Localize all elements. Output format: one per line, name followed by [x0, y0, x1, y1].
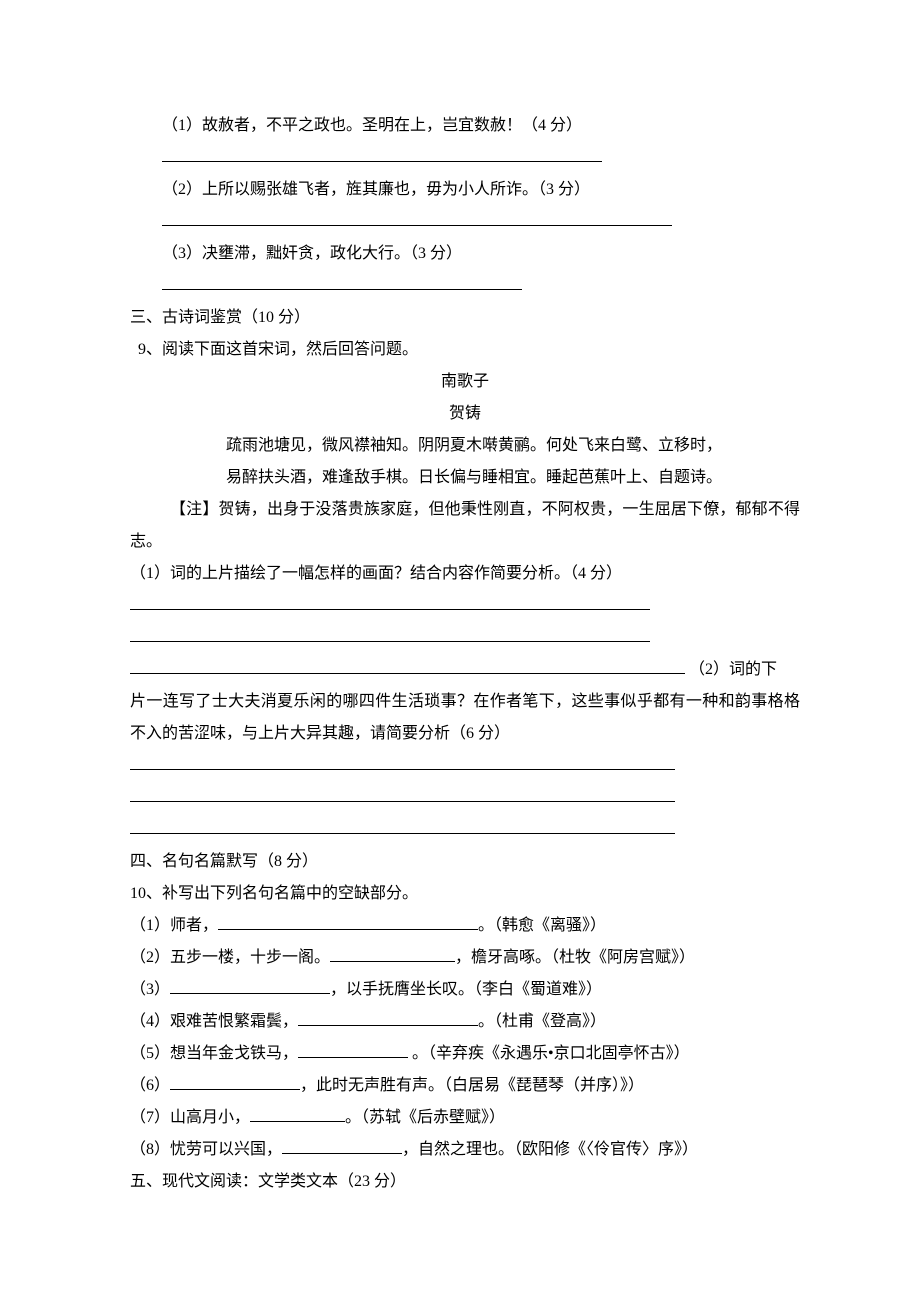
- q9-1-blank-3-row: （2）词的下: [130, 654, 800, 686]
- blank-line[interactable]: [162, 143, 602, 162]
- poem-note: 【注】贺铸，出身于没落贵族家庭，但他秉性刚直，不阿权贵，一生屈居下僚，郁郁不得志…: [130, 494, 800, 558]
- q10-item-6: （6） ，此时无声胜有声。（白居易《琵琶琴（并序）》）: [130, 1070, 800, 1102]
- item-pre: （1）师者，: [130, 917, 218, 934]
- q10-item-2: （2）五步一楼，十步一阁。 ，檐牙高啄。（杜牧《阿房宫赋》）: [130, 942, 800, 974]
- item-post: ，此时无声胜有声。（白居易《琵琶琴（并序）》）: [300, 1077, 644, 1094]
- q9-2-blank-3[interactable]: [130, 814, 800, 846]
- fill-blank[interactable]: [170, 1071, 300, 1090]
- translation-q3: （3）决壅滞，黜奸贪，政化大行。（3 分）: [130, 238, 800, 270]
- item-pre: （5）想当年金戈铁马，: [130, 1045, 298, 1062]
- item-post: 。（韩愈《离骚》）: [478, 917, 606, 934]
- fill-blank[interactable]: [218, 911, 478, 930]
- poem-line-1: 疏雨池塘见，微风襟袖知。阴阴夏木啭黄鹂。何处飞来白鹭、立移时，: [130, 430, 800, 462]
- item-pre: （6）: [130, 1077, 170, 1094]
- fill-blank[interactable]: [298, 1039, 408, 1058]
- q10-item-4: （4）艰难苦恨繁霜鬓， 。（杜甫《登高》）: [130, 1006, 800, 1038]
- translation-q1-blank[interactable]: [130, 142, 800, 174]
- q10-item-7: （7）山高月小， 。（苏轼《后赤壁赋》）: [130, 1102, 800, 1134]
- translation-q3-blank[interactable]: [130, 270, 800, 302]
- item-post: ，自然之理也。（欧阳修《〈伶官传〉序》）: [402, 1141, 698, 1158]
- blank-line[interactable]: [130, 751, 675, 770]
- q9-2-rest: 片一连写了士大夫消夏乐闲的哪四件生活琐事？在作者笔下，这些事似乎都有一种和韵事格…: [130, 686, 800, 750]
- fill-blank[interactable]: [250, 1103, 345, 1122]
- translation-q2: （2）上所以赐张雄飞者，旌其廉也，毋为小人所诈。（3 分）: [130, 174, 800, 206]
- blank-line[interactable]: [130, 655, 685, 674]
- fill-blank[interactable]: [282, 1135, 402, 1154]
- blank-line[interactable]: [130, 623, 650, 642]
- fill-blank[interactable]: [170, 975, 330, 994]
- item-pre: （8）忧劳可以兴国，: [130, 1141, 282, 1158]
- q10-item-1: （1）师者， 。（韩愈《离骚》）: [130, 910, 800, 942]
- q9-1-blank-1[interactable]: [130, 590, 800, 622]
- blank-line[interactable]: [130, 815, 675, 834]
- q10-item-8: （8）忧劳可以兴国， ，自然之理也。（欧阳修《〈伶官传〉序》）: [130, 1134, 800, 1166]
- q9-2-blank-1[interactable]: [130, 750, 800, 782]
- blank-line[interactable]: [162, 207, 672, 226]
- item-post: ，檐牙高啄。（杜牧《阿房宫赋》）: [455, 949, 695, 966]
- translation-q1: （1）故赦者，不平之政也。圣明在上，岂宜数赦！（4 分）: [130, 110, 800, 142]
- blank-line[interactable]: [130, 783, 675, 802]
- fill-blank[interactable]: [330, 943, 455, 962]
- blank-line[interactable]: [130, 591, 650, 610]
- item-post: 。（辛弃疾《永遇乐•京口北固亭怀古》）: [408, 1045, 690, 1062]
- q9-2-tail: （2）词的下: [689, 661, 777, 678]
- fill-blank[interactable]: [298, 1007, 478, 1026]
- poem-line-2: 易醉扶头酒，难逢敌手棋。日长偏与睡相宜。睡起芭蕉叶上、自题诗。: [130, 462, 800, 494]
- q10-item-5: （5）想当年金戈铁马， 。（辛弃疾《永遇乐•京口北固亭怀古》）: [130, 1038, 800, 1070]
- item-post: 。（杜甫《登高》）: [478, 1013, 606, 1030]
- q9-lead: 9、阅读下面这首宋词，然后回答问题。: [130, 334, 800, 366]
- q9-1-blank-2[interactable]: [130, 622, 800, 654]
- section5-heading: 五、现代文阅读：文学类文本（23 分）: [130, 1166, 800, 1198]
- q9-1: （1）词的上片描绘了一幅怎样的画面？结合内容作简要分析。（4 分）: [130, 558, 800, 590]
- section4-heading: 四、名句名篇默写（8 分）: [130, 846, 800, 878]
- item-pre: （2）五步一楼，十步一阁。: [130, 949, 330, 966]
- item-post: ，以手抚膺坐长叹。（李白《蜀道难》）: [330, 981, 602, 998]
- q9-2-blank-2[interactable]: [130, 782, 800, 814]
- section3-heading: 三、古诗词鉴赏（10 分）: [130, 302, 800, 334]
- item-pre: （3）: [130, 981, 170, 998]
- poem-title: 南歌子: [130, 366, 800, 398]
- q10-item-3: （3） ，以手抚膺坐长叹。（李白《蜀道难》）: [130, 974, 800, 1006]
- blank-line[interactable]: [162, 271, 522, 290]
- q10-lead: 10、补写出下列名句名篇中的空缺部分。: [130, 878, 800, 910]
- item-post: 。（苏轼《后赤壁赋》）: [345, 1109, 505, 1126]
- translation-q2-blank[interactable]: [130, 206, 800, 238]
- item-pre: （4）艰难苦恨繁霜鬓，: [130, 1013, 298, 1030]
- poem-author: 贺铸: [130, 398, 800, 430]
- item-pre: （7）山高月小，: [130, 1109, 250, 1126]
